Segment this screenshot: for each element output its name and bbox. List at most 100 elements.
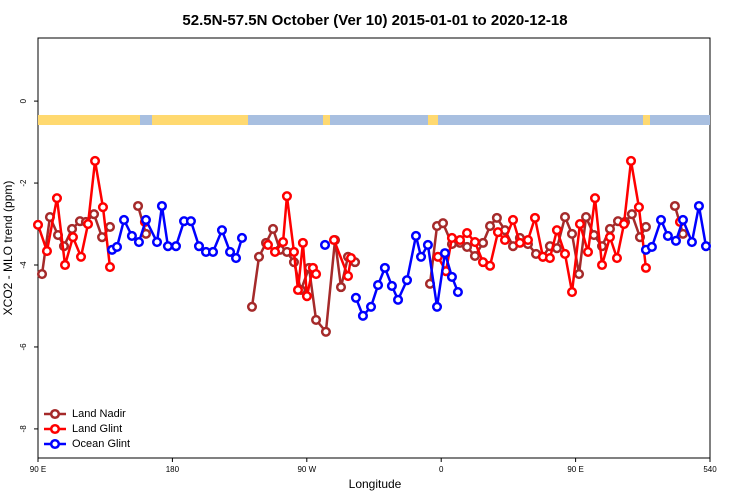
data-point (392, 294, 404, 305)
x-tick-label: 540 (703, 465, 717, 474)
legend-marker (49, 423, 61, 435)
data-point (461, 241, 473, 253)
data-point (700, 241, 712, 252)
data-point (662, 230, 673, 241)
data-point (246, 301, 258, 312)
data-point (422, 239, 433, 250)
data-point (582, 246, 594, 257)
ocean-strip (438, 115, 643, 125)
legend: Land Nadir Land Glint Ocean Glint (44, 408, 130, 450)
data-point (655, 214, 667, 225)
data-point (89, 155, 101, 166)
ocean-strip (140, 115, 152, 125)
data-point (604, 223, 615, 234)
y-tick-label: -8 (19, 425, 28, 433)
data-point (104, 221, 116, 232)
data-point (311, 268, 322, 280)
data-point (581, 212, 592, 223)
data-point (281, 191, 292, 202)
data-point (415, 251, 427, 262)
data-point (640, 262, 651, 273)
x-tick-label: 180 (166, 465, 180, 474)
data-point (236, 232, 248, 244)
data-point (589, 193, 601, 204)
data-point (345, 252, 357, 264)
data-point (301, 291, 312, 302)
data-point (151, 237, 163, 248)
data-point (514, 237, 525, 248)
data-point (618, 218, 630, 230)
x-tick-label: 90 E (30, 465, 46, 474)
y-tick-label: -2 (19, 179, 28, 187)
plot-frame (37, 37, 711, 459)
data-point (461, 227, 473, 239)
data-point (41, 246, 53, 257)
data-point (446, 271, 458, 282)
legend-label: Ocean Glint (72, 438, 130, 450)
data-point (410, 230, 422, 241)
data-point (292, 284, 304, 296)
data-point (350, 292, 361, 303)
data-point (278, 237, 289, 248)
legend-label: Land Nadir (72, 408, 126, 420)
data-point (224, 246, 236, 257)
data-point (669, 200, 680, 212)
data-point (574, 218, 585, 230)
legend-marker (49, 408, 61, 420)
ocean-strip (650, 115, 710, 125)
x-tick-label: 90 W (297, 465, 316, 474)
land-ocean-strip (38, 115, 710, 125)
data-point (193, 241, 205, 252)
data-point (544, 252, 555, 264)
data-point (491, 212, 502, 223)
data-point (566, 228, 578, 239)
data-point (156, 200, 167, 212)
data-point (469, 250, 480, 262)
data-point (446, 232, 458, 244)
data-point (328, 234, 340, 246)
data-point (522, 234, 534, 246)
data-point (36, 268, 48, 280)
data-point (335, 282, 347, 293)
data-point (104, 262, 116, 273)
data-point (230, 252, 242, 264)
data-point (342, 271, 354, 282)
legend-label: Land Glint (72, 423, 122, 435)
data-point (133, 237, 144, 248)
data-point (97, 202, 109, 213)
data-point (133, 200, 144, 212)
data-point (551, 225, 562, 236)
data-point (439, 248, 450, 259)
data-point (269, 246, 281, 257)
data-point (646, 241, 657, 253)
data-point (484, 260, 496, 271)
data-point (401, 275, 413, 286)
data-point (604, 232, 615, 243)
data-point (596, 259, 608, 271)
data-point (566, 286, 578, 298)
data-point (320, 326, 331, 337)
data-point (626, 209, 637, 220)
data-point (311, 314, 322, 325)
data-point (559, 248, 571, 259)
data-point (52, 230, 64, 241)
data-point (640, 221, 651, 232)
chart-title: 52.5N-57.5N October (Ver 10) 2015-01-01 … (182, 12, 567, 29)
data-point (693, 200, 704, 212)
data-point (75, 251, 87, 262)
data-point (437, 218, 449, 229)
data-point (268, 223, 279, 234)
y-axis-title: XCO2 - MLO trend (ppm) (1, 181, 15, 316)
data-point (499, 234, 511, 246)
data-point (88, 209, 100, 220)
data-point (469, 237, 480, 248)
data-point (677, 214, 689, 225)
data-point (431, 301, 443, 312)
data-point (686, 237, 697, 248)
data-point (477, 237, 489, 248)
y-tick-label: -6 (19, 343, 28, 351)
data-point (573, 268, 585, 280)
data-point (82, 218, 94, 230)
data-point (386, 280, 397, 291)
data-point (140, 214, 152, 225)
